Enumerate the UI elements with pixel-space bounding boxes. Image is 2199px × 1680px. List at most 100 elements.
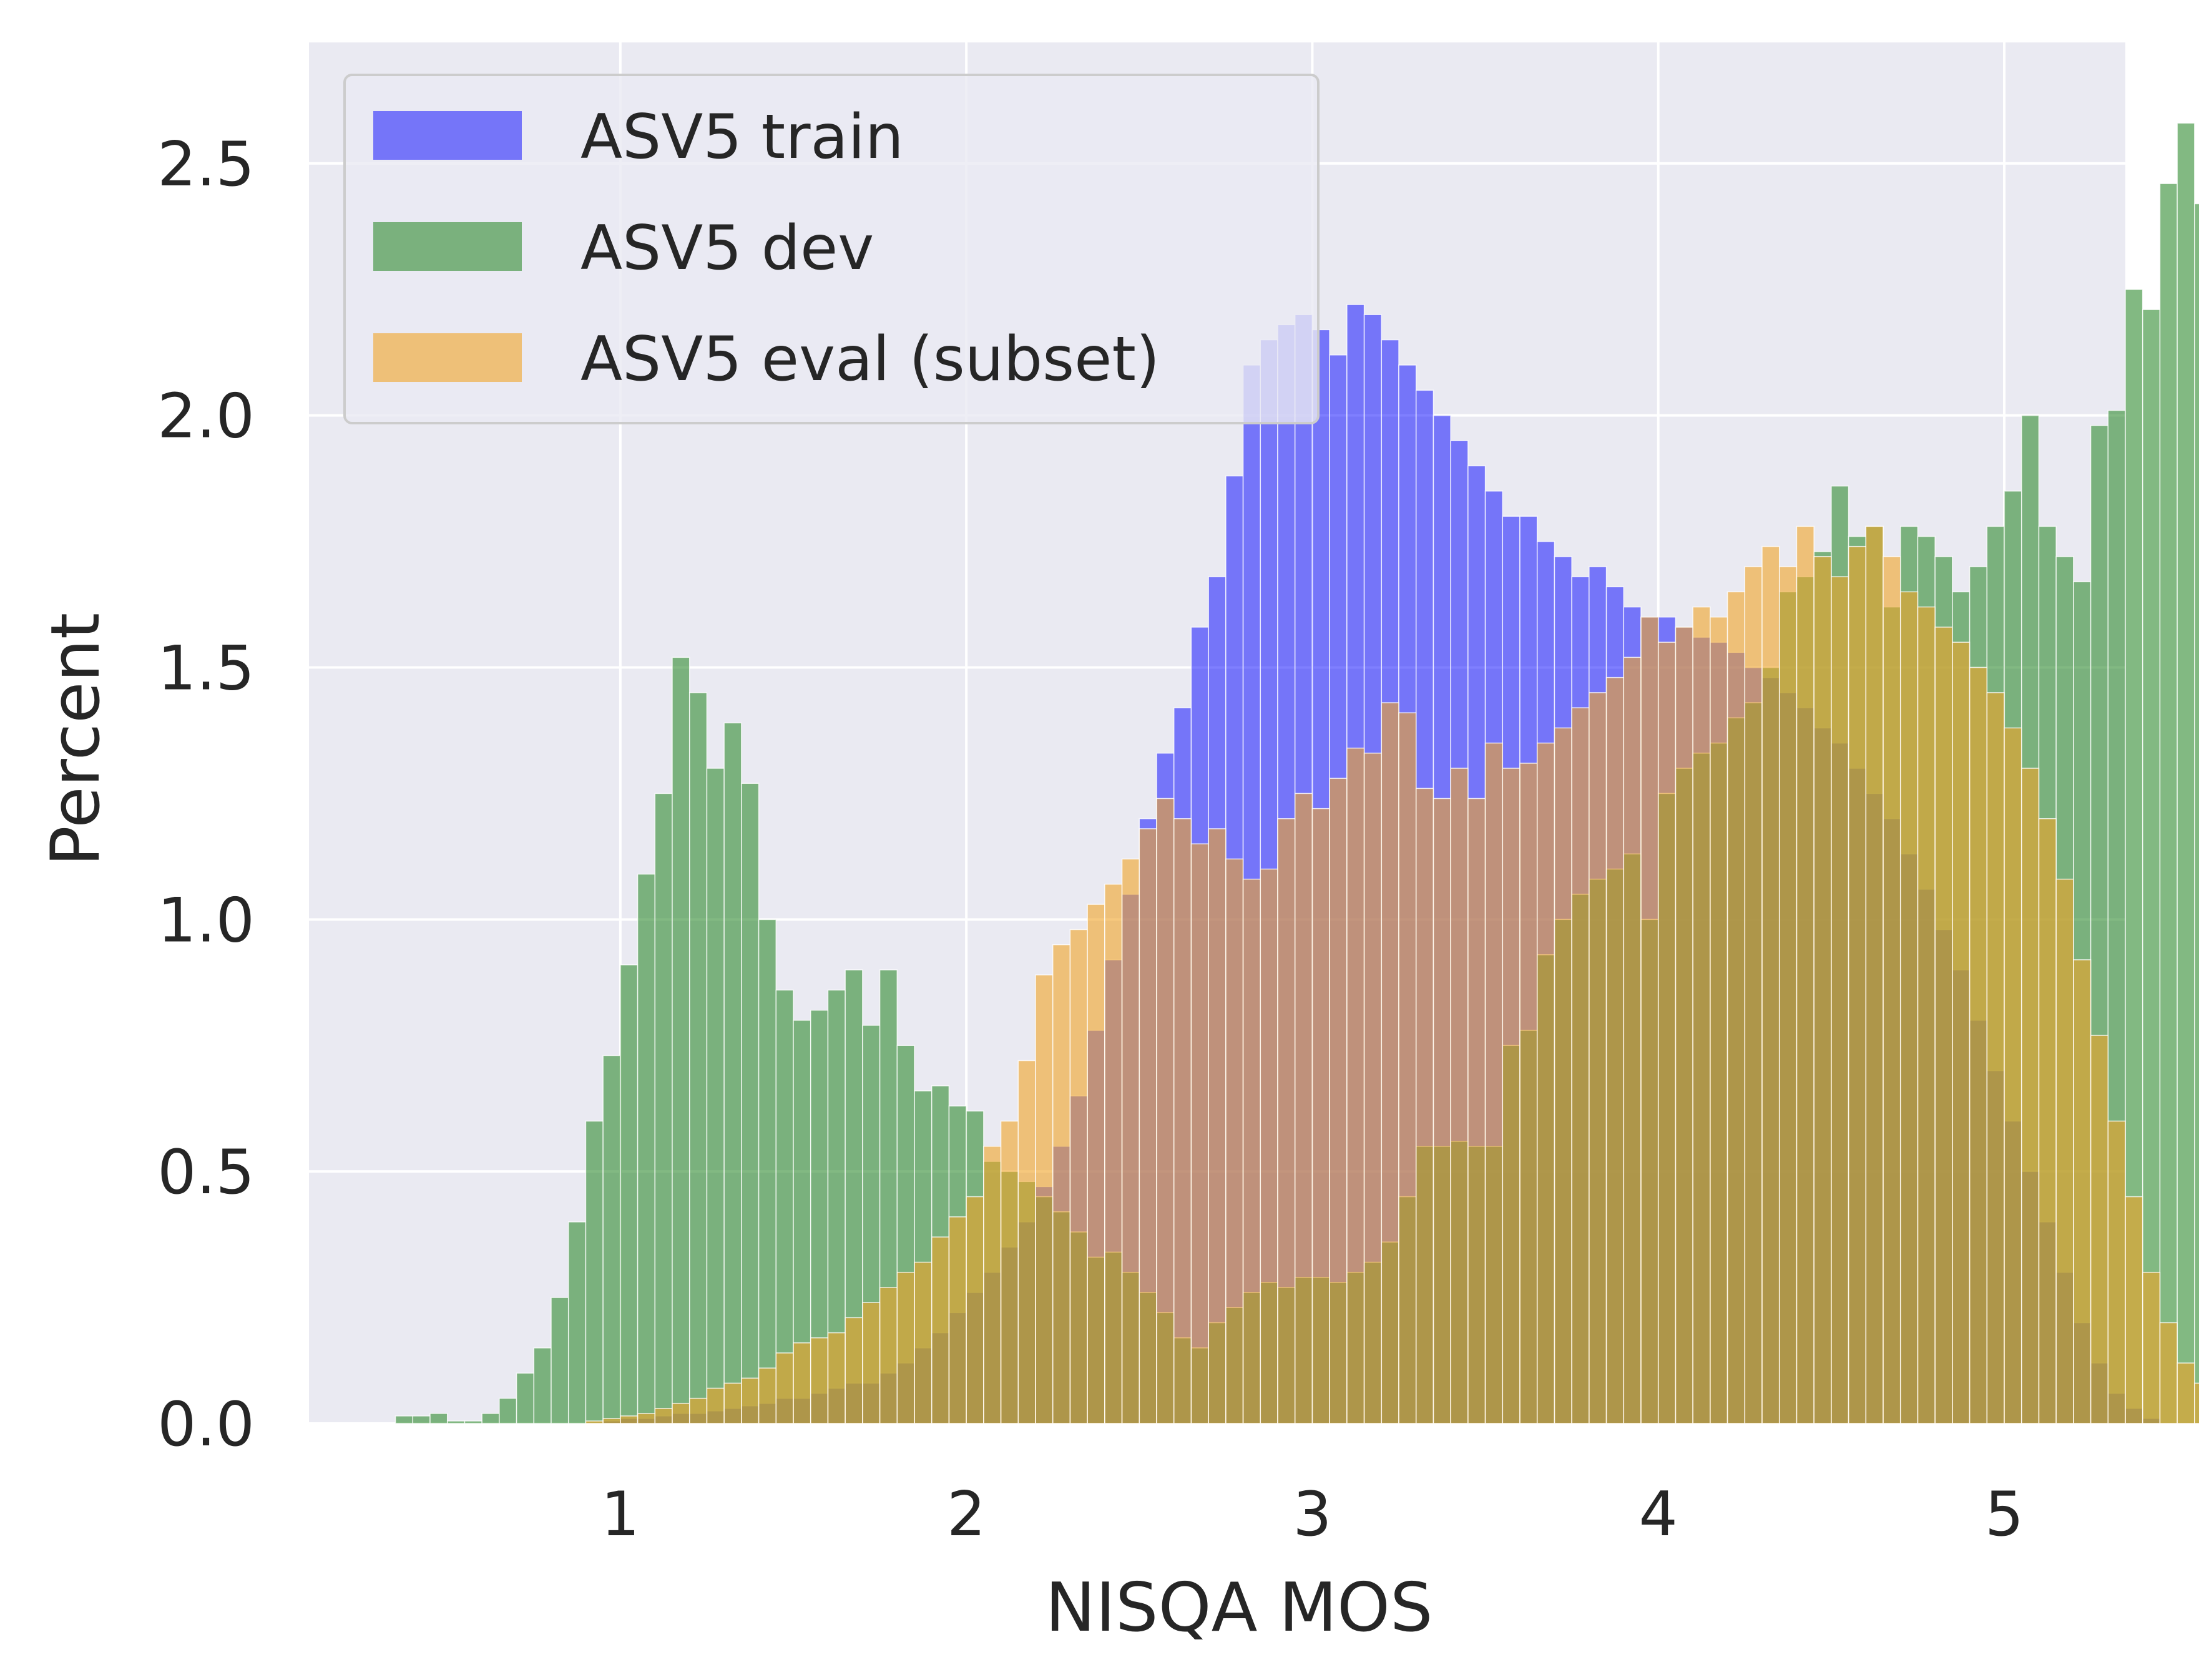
y-axis-label: Percent xyxy=(37,613,115,866)
bar xyxy=(1554,727,1572,1424)
bar xyxy=(1277,818,1296,1424)
bar xyxy=(1657,642,1677,1424)
bar xyxy=(394,1415,414,1424)
bar xyxy=(983,1146,1002,1424)
bar xyxy=(723,722,742,1424)
bar xyxy=(585,1120,604,1424)
series-3 xyxy=(585,525,2199,1424)
bar xyxy=(845,1317,863,1424)
bar xyxy=(1623,657,1642,1424)
bar xyxy=(2073,959,2092,1424)
bar xyxy=(464,1420,482,1424)
bar xyxy=(948,1216,967,1424)
bar xyxy=(2159,1322,2178,1424)
bar xyxy=(2055,878,2074,1424)
bar xyxy=(412,1415,431,1424)
bar xyxy=(1190,843,1209,1424)
bar xyxy=(1052,944,1071,1424)
bar xyxy=(741,1377,760,1424)
y-tick-label: 0.5 xyxy=(157,1137,255,1208)
bar xyxy=(2159,183,2178,1424)
bar xyxy=(2004,727,2022,1424)
bar xyxy=(1139,828,1157,1424)
bar xyxy=(1692,606,1711,1424)
bar xyxy=(1087,904,1105,1424)
x-axis-ticks: 1 2 3 4 5 xyxy=(601,1479,2024,1550)
bar xyxy=(1121,858,1140,1424)
bar xyxy=(2107,1120,2126,1424)
legend-label-dev: ASV5 dev xyxy=(580,213,874,284)
bar xyxy=(1173,818,1192,1424)
bar xyxy=(931,1236,950,1424)
bar xyxy=(1450,768,1469,1424)
bar xyxy=(1571,707,1590,1424)
legend: ASV5 train ASV5 dev ASV5 eval (subset) xyxy=(343,74,1320,424)
legend-label-train: ASV5 train xyxy=(580,102,904,173)
bar xyxy=(1294,793,1313,1424)
legend-swatch-dev xyxy=(373,222,522,271)
x-tick-label: 4 xyxy=(1639,1479,1678,1550)
legend-label-eval: ASV5 eval (subset) xyxy=(580,324,1160,395)
bar xyxy=(551,1297,569,1424)
bar xyxy=(1675,627,1693,1424)
bar xyxy=(1589,692,1607,1424)
bar xyxy=(429,1413,448,1424)
bar xyxy=(1260,868,1278,1424)
legend-swatch-train xyxy=(373,111,522,160)
bar xyxy=(1536,742,1555,1424)
bar xyxy=(1208,828,1227,1424)
bar xyxy=(688,1397,708,1424)
bar xyxy=(1502,768,1521,1424)
bar xyxy=(1519,763,1538,1424)
y-tick-label: 2.5 xyxy=(157,129,255,200)
bar xyxy=(2194,1382,2199,1424)
y-tick-label: 0.0 xyxy=(157,1389,255,1460)
bar xyxy=(1381,702,1399,1424)
bar xyxy=(2194,203,2199,1424)
bar xyxy=(2142,309,2161,1424)
bar xyxy=(2177,122,2195,1424)
bar xyxy=(1156,798,1175,1424)
bar xyxy=(672,1402,690,1424)
bar xyxy=(1744,566,1763,1424)
bar xyxy=(1433,798,1451,1424)
bar xyxy=(1796,525,1815,1424)
bar xyxy=(879,1287,898,1424)
bar xyxy=(1363,753,1383,1424)
x-tick-label: 5 xyxy=(1985,1479,2024,1550)
bar xyxy=(810,1337,829,1424)
bar xyxy=(602,1055,621,1424)
x-axis-label: NISQA MOS xyxy=(1045,1569,1433,1647)
bar xyxy=(1104,884,1123,1424)
bar xyxy=(585,1420,604,1424)
bar xyxy=(1640,616,1659,1424)
bar xyxy=(1934,627,1953,1424)
legend-box xyxy=(343,74,1320,424)
bar xyxy=(516,1372,535,1424)
bar xyxy=(1813,556,1832,1424)
bar xyxy=(1329,778,1348,1424)
bar xyxy=(1969,667,1988,1424)
bar xyxy=(1069,929,1088,1424)
bar xyxy=(793,1342,811,1424)
bar xyxy=(2038,818,2057,1424)
bar xyxy=(1848,545,1867,1424)
bar xyxy=(966,1196,984,1424)
bar xyxy=(1225,858,1244,1424)
bar xyxy=(1831,576,1849,1424)
bar xyxy=(602,1418,621,1424)
bar xyxy=(2125,1196,2143,1424)
bar xyxy=(654,1408,673,1424)
bar xyxy=(758,1367,777,1424)
x-tick-label: 1 xyxy=(601,1479,640,1550)
bar xyxy=(620,1415,639,1424)
bar xyxy=(2090,1035,2109,1424)
bar xyxy=(1035,974,1054,1424)
bar xyxy=(1899,591,1919,1424)
bar xyxy=(775,989,794,1424)
bar xyxy=(706,768,725,1424)
bar xyxy=(1865,525,1884,1424)
y-tick-label: 2.0 xyxy=(157,381,255,452)
bar xyxy=(1605,676,1625,1424)
